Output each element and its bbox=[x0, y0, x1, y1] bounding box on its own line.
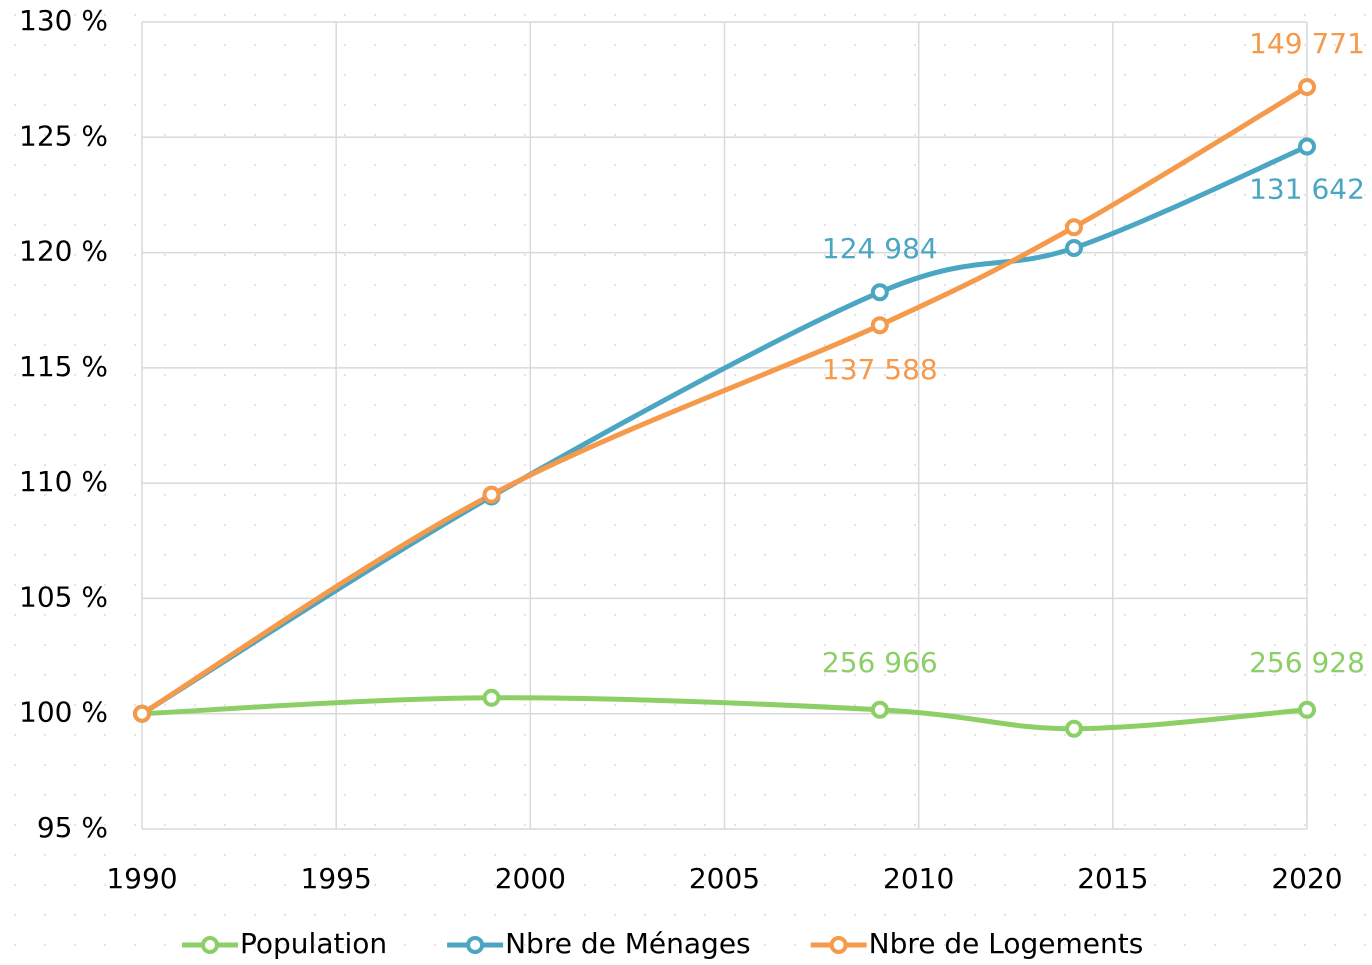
y-tick-label: 105 % bbox=[19, 580, 108, 613]
annotation: 131 642 bbox=[1249, 173, 1365, 206]
x-tick-label: 2000 bbox=[495, 862, 566, 895]
legend-label: Population bbox=[240, 927, 387, 960]
y-tick-label: 125 % bbox=[19, 119, 108, 152]
legend-marker bbox=[466, 936, 485, 954]
y-tick-label: 95 % bbox=[37, 811, 108, 844]
point-marker bbox=[482, 485, 501, 504]
point-marker bbox=[482, 688, 501, 707]
x-tick-label: 2005 bbox=[689, 862, 760, 895]
y-tick-label: 115 % bbox=[19, 350, 108, 383]
x-tick-label: 1995 bbox=[301, 862, 372, 895]
point-marker bbox=[1065, 238, 1083, 257]
legend: Population Nbre de Ménages Nbre de Logemen… bbox=[182, 927, 1143, 960]
series-line bbox=[140, 144, 1308, 716]
annotation: 149 771 bbox=[1249, 27, 1365, 60]
point-marker bbox=[1298, 78, 1316, 97]
series-line bbox=[140, 84, 1309, 716]
point-marker bbox=[1065, 218, 1083, 237]
point-marker bbox=[1065, 719, 1083, 738]
annotation: 256 966 bbox=[822, 646, 938, 679]
y-tick-label: 110 % bbox=[19, 465, 108, 498]
x-tick-label: 2010 bbox=[883, 862, 954, 895]
annotation: 256 928 bbox=[1249, 646, 1365, 679]
point-marker bbox=[1298, 700, 1316, 719]
x-tick-label: 2020 bbox=[1271, 862, 1342, 895]
y-tick-label: 100 % bbox=[19, 696, 108, 729]
legend-marker bbox=[201, 936, 219, 954]
annotation: 124 984 bbox=[822, 232, 938, 265]
x-tick-label: 1990 bbox=[106, 862, 177, 895]
series-line bbox=[141, 695, 1308, 732]
point-marker bbox=[870, 283, 889, 302]
x-tick-label: 2015 bbox=[1077, 862, 1148, 895]
legend-label: Nbre de Logements bbox=[869, 927, 1144, 960]
legend-marker bbox=[829, 936, 848, 954]
point-marker bbox=[870, 700, 889, 719]
point-marker bbox=[870, 316, 889, 335]
legend-label: Nbre de Ménages bbox=[505, 927, 751, 960]
y-tick-label: 130 % bbox=[19, 4, 108, 37]
point-marker bbox=[1298, 137, 1316, 156]
y-tick-label: 120 % bbox=[19, 235, 108, 268]
point-marker bbox=[133, 704, 151, 723]
annotation: 137 588 bbox=[822, 353, 938, 386]
